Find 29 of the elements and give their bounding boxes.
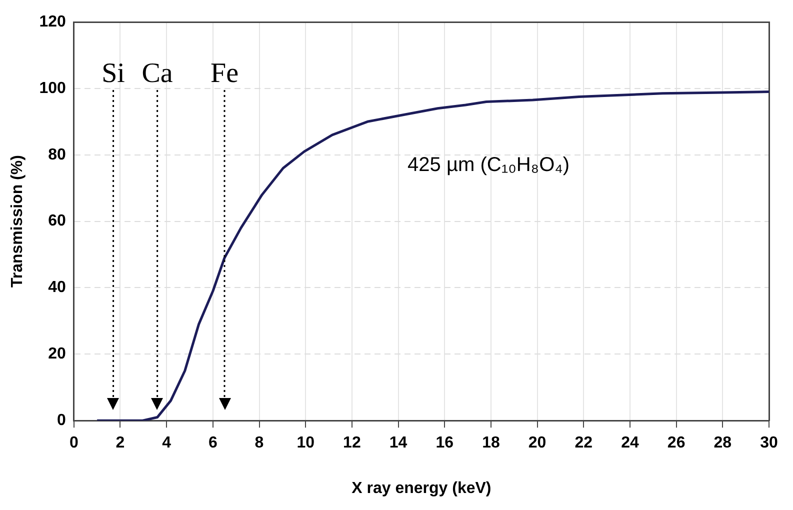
- annotation: 425 µm (C₁₀H₈O₄): [408, 154, 570, 176]
- y-tick-label: 20: [48, 346, 66, 363]
- y-tick-label: 100: [39, 80, 66, 97]
- y-tick-label: 60: [48, 212, 66, 230]
- x-tick-label: 18: [482, 434, 500, 452]
- x-tick-label: 22: [574, 434, 593, 452]
- x-tick-label: 16: [436, 434, 454, 452]
- y-tick-label: 0: [56, 412, 66, 430]
- y-axis-title: Transmission (%): [9, 155, 26, 288]
- x-tick-label: 20: [528, 434, 546, 452]
- x-tick-label: 10: [296, 434, 315, 452]
- x-tick-label: 6: [208, 434, 218, 452]
- x-tick-label: 0: [69, 434, 78, 452]
- x-tick-label: 28: [714, 434, 732, 452]
- x-tick-label: 26: [667, 434, 686, 452]
- x-tick-label: 8: [254, 434, 264, 452]
- x-tick-label: 4: [162, 434, 172, 452]
- ref-line-label: Ca: [142, 58, 174, 89]
- x-tick-label: 12: [343, 434, 361, 452]
- x-tick-label: 14: [389, 434, 408, 452]
- x-tick-label: 30: [760, 434, 778, 452]
- x-tick-label: 2: [116, 434, 125, 452]
- ref-line-label: Fe: [210, 58, 238, 89]
- x-axis-title: X ray energy (keV): [352, 480, 492, 497]
- y-tick-label: 120: [39, 13, 66, 30]
- y-tick-label: 80: [48, 146, 66, 164]
- x-tick-label: 24: [621, 434, 639, 452]
- y-tick-label: 40: [48, 279, 66, 296]
- ref-line-label: Si: [102, 58, 126, 89]
